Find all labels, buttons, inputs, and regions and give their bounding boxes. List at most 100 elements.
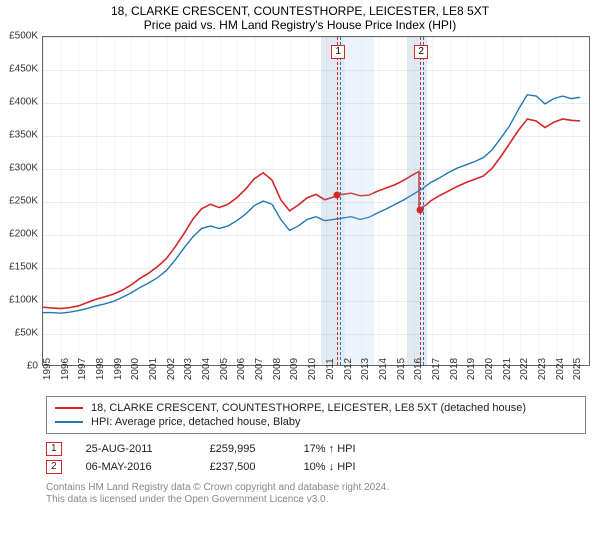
- legend-swatch: [55, 407, 83, 409]
- gridline-v: [202, 37, 203, 365]
- gridline-h: [43, 136, 589, 137]
- x-tick-label: 2001: [148, 358, 159, 380]
- chart-area: 12 £0£50K£100K£150K£200K£250K£300K£350K£…: [42, 36, 590, 366]
- y-tick-label: £250K: [9, 196, 38, 207]
- x-tick-label: 2022: [519, 358, 530, 380]
- marker-row-diff: 17% ↑ HPI: [304, 443, 384, 455]
- x-tick-label: 2020: [484, 358, 495, 380]
- marker-vline-red: [420, 37, 421, 365]
- x-tick-label: 1997: [77, 358, 88, 380]
- gridline-h: [43, 268, 589, 269]
- marker-row-price: £237,500: [210, 461, 280, 473]
- x-tick-label: 2024: [555, 358, 566, 380]
- x-tick-label: 2008: [272, 358, 283, 380]
- x-tick-label: 2013: [360, 358, 371, 380]
- gridline-h: [43, 103, 589, 104]
- gridline-v: [273, 37, 274, 365]
- footer-line-2: This data is licensed under the Open Gov…: [46, 494, 586, 506]
- x-tick-label: 2009: [289, 358, 300, 380]
- y-tick-label: £200K: [9, 229, 38, 240]
- x-tick-label: 2010: [307, 358, 318, 380]
- y-tick-label: £500K: [9, 31, 38, 42]
- gridline-v: [184, 37, 185, 365]
- x-tick-label: 1998: [95, 358, 106, 380]
- gridline-v: [450, 37, 451, 365]
- gridline-v: [220, 37, 221, 365]
- legend-item: 18, CLARKE CRESCENT, COUNTESTHORPE, LEIC…: [55, 401, 577, 415]
- marker-vline-blue: [423, 37, 424, 365]
- x-tick-label: 2014: [378, 358, 389, 380]
- gridline-v: [255, 37, 256, 365]
- gridline-h: [43, 202, 589, 203]
- gridline-v: [96, 37, 97, 365]
- x-tick-label: 2025: [572, 358, 583, 380]
- gridline-v: [538, 37, 539, 365]
- x-tick-label: 2000: [130, 358, 141, 380]
- marker-row-date: 25-AUG-2011: [86, 443, 186, 455]
- legend-swatch: [55, 421, 83, 423]
- chart-container: 18, CLARKE CRESCENT, COUNTESTHORPE, LEIC…: [0, 0, 600, 560]
- footer-line-1: Contains HM Land Registry data © Crown c…: [46, 482, 586, 494]
- gridline-h: [43, 334, 589, 335]
- gridline-h: [43, 169, 589, 170]
- marker-row-price: £259,995: [210, 443, 280, 455]
- x-tick-label: 2006: [236, 358, 247, 380]
- gridline-v: [485, 37, 486, 365]
- y-tick-label: £100K: [9, 295, 38, 306]
- x-tick-label: 1996: [60, 358, 71, 380]
- y-tick-label: £400K: [9, 97, 38, 108]
- marker-row-badge: 2: [46, 460, 62, 474]
- marker-dot: [334, 192, 341, 199]
- gridline-v: [432, 37, 433, 365]
- y-tick-label: £150K: [9, 262, 38, 273]
- chart-titles: 18, CLARKE CRESCENT, COUNTESTHORPE, LEIC…: [0, 0, 600, 32]
- gridline-v: [43, 37, 44, 365]
- series-line: [43, 119, 580, 309]
- marker-dot: [417, 207, 424, 214]
- marker-vline-blue: [340, 37, 341, 365]
- gridline-h: [43, 301, 589, 302]
- marker-table: 125-AUG-2011£259,99517% ↑ HPI206-MAY-201…: [46, 440, 586, 476]
- y-tick-label: £450K: [9, 64, 38, 75]
- marker-row: 206-MAY-2016£237,50010% ↓ HPI: [46, 458, 586, 476]
- legend-label: 18, CLARKE CRESCENT, COUNTESTHORPE, LEIC…: [91, 402, 526, 414]
- x-tick-label: 2015: [396, 358, 407, 380]
- x-tick-label: 2019: [466, 358, 477, 380]
- x-tick-label: 2011: [325, 358, 336, 380]
- gridline-v: [573, 37, 574, 365]
- x-tick-label: 2021: [502, 358, 513, 380]
- gridline-v: [467, 37, 468, 365]
- chart-lines: [43, 37, 589, 365]
- gridline-h: [43, 235, 589, 236]
- gridline-h: [43, 37, 589, 38]
- x-tick-label: 2016: [413, 358, 424, 380]
- x-tick-label: 2002: [166, 358, 177, 380]
- chart-legend: 18, CLARKE CRESCENT, COUNTESTHORPE, LEIC…: [46, 396, 586, 434]
- y-tick-label: £0: [27, 361, 38, 372]
- gridline-v: [167, 37, 168, 365]
- gridline-h: [43, 70, 589, 71]
- x-tick-label: 1999: [113, 358, 124, 380]
- gridline-v: [397, 37, 398, 365]
- gridline-v: [78, 37, 79, 365]
- gridline-v: [149, 37, 150, 365]
- y-tick-label: £50K: [15, 328, 38, 339]
- marker-label: 2: [414, 45, 428, 59]
- gridline-v: [61, 37, 62, 365]
- x-tick-label: 2007: [254, 358, 265, 380]
- gridline-v: [290, 37, 291, 365]
- gridline-v: [503, 37, 504, 365]
- gridline-v: [379, 37, 380, 365]
- legend-item: HPI: Average price, detached house, Blab…: [55, 415, 577, 429]
- x-tick-label: 2018: [449, 358, 460, 380]
- gridline-v: [237, 37, 238, 365]
- legend-label: HPI: Average price, detached house, Blab…: [91, 416, 301, 428]
- gridline-v: [131, 37, 132, 365]
- gridline-v: [556, 37, 557, 365]
- gridline-v: [114, 37, 115, 365]
- marker-row-diff: 10% ↓ HPI: [304, 461, 384, 473]
- y-tick-label: £300K: [9, 163, 38, 174]
- chart-title-line1: 18, CLARKE CRESCENT, COUNTESTHORPE, LEIC…: [0, 4, 600, 18]
- x-tick-label: 2012: [343, 358, 354, 380]
- marker-label: 1: [331, 45, 345, 59]
